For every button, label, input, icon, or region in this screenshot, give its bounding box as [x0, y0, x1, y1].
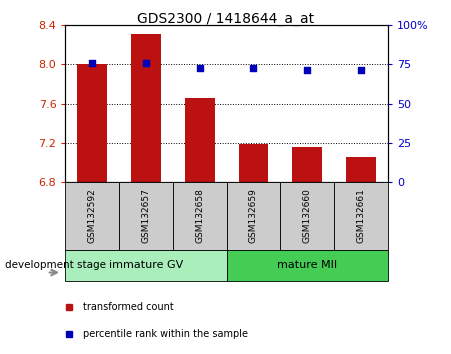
Bar [131, 34, 161, 182]
Point [250, 65, 257, 71]
Bar [119, 182, 173, 250]
Text: GSM132592: GSM132592 [88, 189, 97, 243]
Bar [65, 182, 119, 250]
Bar [226, 250, 388, 281]
Point [89, 61, 96, 66]
Text: GDS2300 / 1418644_a_at: GDS2300 / 1418644_a_at [137, 12, 314, 27]
Text: development stage: development stage [5, 261, 106, 270]
Bar [65, 250, 226, 281]
Bar [281, 182, 334, 250]
Text: percentile rank within the sample: percentile rank within the sample [83, 329, 248, 339]
Text: immature GV: immature GV [109, 261, 183, 270]
Text: GSM132657: GSM132657 [142, 188, 151, 244]
Text: transformed count: transformed count [83, 302, 174, 312]
Bar [173, 182, 226, 250]
Bar [78, 64, 107, 182]
Text: mature MII: mature MII [277, 261, 337, 270]
Bar [334, 182, 388, 250]
Text: GSM132659: GSM132659 [249, 188, 258, 244]
Text: GSM132661: GSM132661 [356, 188, 365, 244]
Bar [239, 144, 268, 182]
Bar [346, 157, 376, 182]
Point [304, 67, 311, 73]
Text: GSM132660: GSM132660 [303, 188, 312, 244]
Point [143, 61, 150, 66]
Bar [185, 98, 215, 182]
Bar [226, 182, 281, 250]
Bar [292, 147, 322, 182]
Point [196, 65, 203, 71]
Text: GSM132658: GSM132658 [195, 188, 204, 244]
Point [357, 67, 364, 73]
